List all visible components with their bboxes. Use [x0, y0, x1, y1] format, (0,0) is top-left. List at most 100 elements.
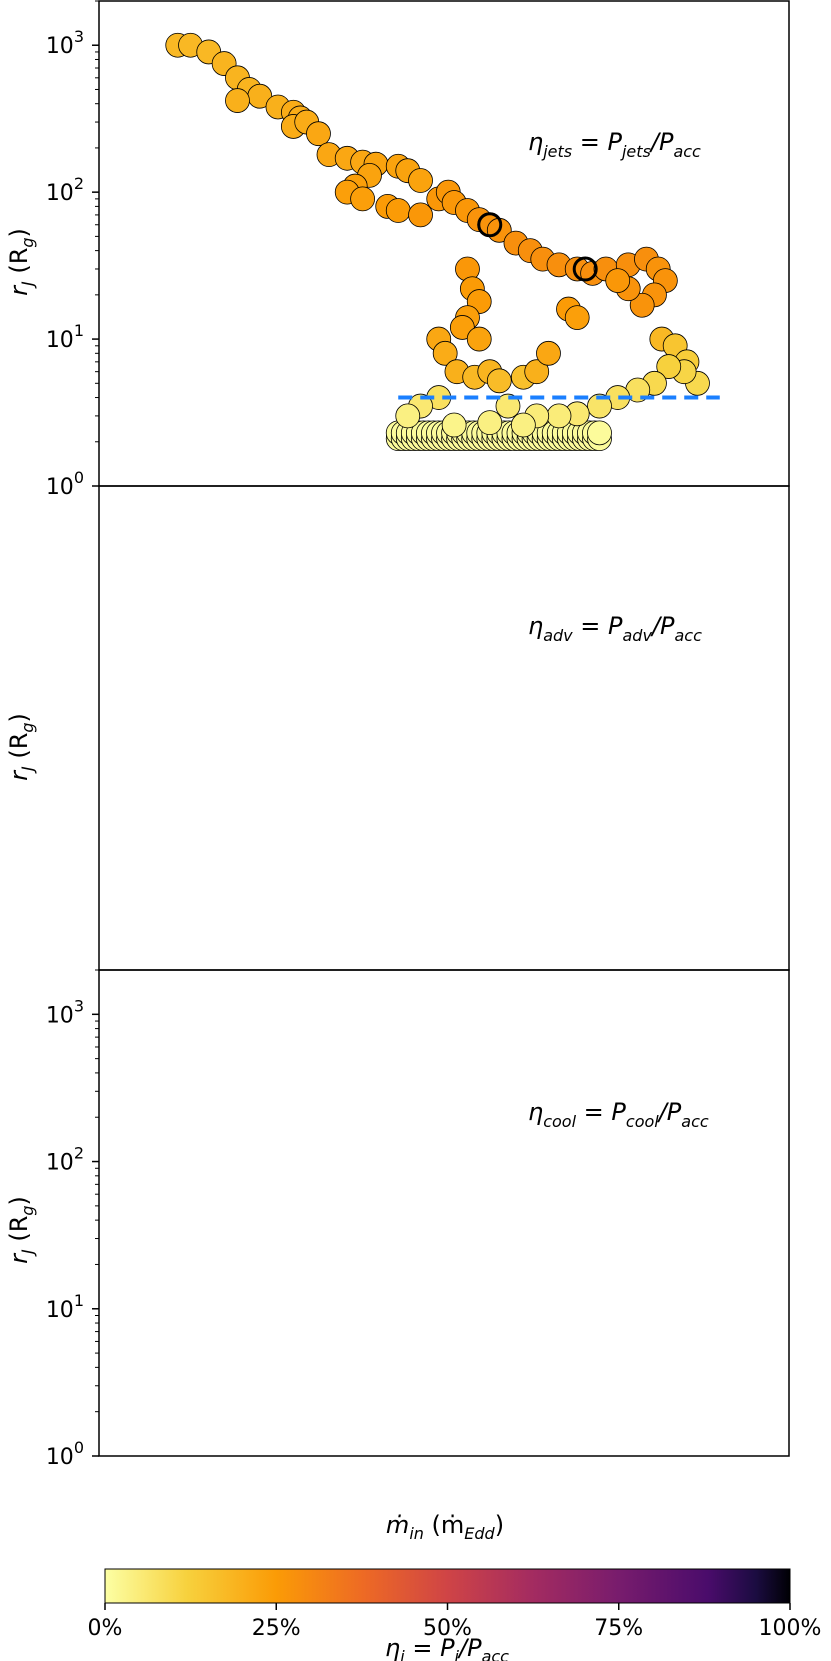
- scatter-point: [653, 1238, 677, 1262]
- scatter-point: [441, 412, 467, 438]
- colorbar-tick-label: 50%: [423, 1616, 472, 1641]
- scatter-point: [350, 186, 376, 212]
- scatter-point: [527, 1400, 551, 1424]
- scatter-point: [411, 1400, 435, 1424]
- scatter-point: [496, 1364, 520, 1388]
- y-axis-label: rJ (Rg): [5, 228, 37, 296]
- scatter-point: [463, 1335, 487, 1359]
- scatter-point: [565, 1227, 589, 1251]
- scatter-point: [406, 1394, 430, 1418]
- scatter-point: [552, 1394, 576, 1418]
- scatter-point: [486, 368, 512, 394]
- scatter-point: [225, 1035, 249, 1059]
- scatter-point: [472, 1394, 496, 1418]
- colorbar-tick-label: 100%: [759, 1616, 822, 1641]
- scatter-point: [225, 88, 250, 113]
- scatter-point: [416, 1394, 440, 1418]
- scatter-point: [606, 1355, 630, 1379]
- scatter-point: [467, 1177, 491, 1201]
- scatter-point: [650, 1297, 674, 1321]
- scatter-point: [518, 1208, 542, 1232]
- scatter-point: [630, 1263, 654, 1287]
- y-tick-label: 100: [46, 1438, 84, 1470]
- scatter-point: [385, 198, 411, 223]
- scatter-point: [477, 1394, 501, 1418]
- scatter-point: [562, 1394, 586, 1418]
- scatter-point: [531, 1217, 555, 1241]
- y-ticks: 100 101 102 103: [46, 969, 99, 1470]
- scatter-point: [685, 1341, 709, 1365]
- scatter-point: [642, 1252, 666, 1276]
- scatter-point: [511, 1335, 535, 1359]
- scatter-point: [427, 1355, 451, 1379]
- scatter-point: [477, 1400, 501, 1424]
- scatter-point: [452, 1394, 476, 1418]
- scatter-point: [466, 326, 492, 352]
- scatter-point: [335, 1150, 359, 1174]
- scatter-point: [248, 1053, 272, 1077]
- scatter-point: [542, 1394, 566, 1418]
- scatter-point: [467, 1400, 491, 1424]
- scatter-point: [421, 1394, 445, 1418]
- scatter-point: [288, 1075, 312, 1099]
- y-tick-label: 100: [46, 468, 84, 500]
- scatter-point: [411, 1394, 435, 1418]
- open-markers: [477, 212, 598, 282]
- scatter-point: [462, 1394, 486, 1418]
- scatter-point: [391, 1394, 415, 1418]
- scatter-point: [517, 1400, 541, 1424]
- scatter-point: [577, 1400, 601, 1424]
- scatter-point: [588, 1364, 612, 1388]
- points-layer: [166, 1002, 710, 1423]
- panel-annotation: ηjets = Pjets/Pacc: [528, 128, 701, 161]
- scatter-point: [507, 1400, 531, 1424]
- scatter-point: [432, 1400, 456, 1424]
- scatter-point: [663, 1304, 687, 1328]
- scatter-point: [396, 1374, 420, 1398]
- scatter-point: [587, 393, 612, 419]
- y-tick-label: 102: [46, 174, 84, 206]
- scatter-point: [401, 1394, 425, 1418]
- highlight-marker: [572, 256, 598, 282]
- points-layer: [165, 32, 710, 452]
- y-axis-label: rJ (Rg): [5, 713, 37, 781]
- scatter-point: [532, 1394, 556, 1418]
- highlight-marker: [479, 1183, 501, 1205]
- scatter-point: [478, 1380, 502, 1404]
- scatter-point: [351, 1119, 375, 1143]
- scatter-point: [409, 1138, 433, 1162]
- scatter-point: [447, 1400, 471, 1424]
- scatter-point: [442, 1383, 466, 1407]
- scatter-point: [386, 1168, 410, 1192]
- scatter-point: [478, 1182, 502, 1206]
- scatter-point: [565, 1372, 589, 1396]
- scatter-point: [467, 1297, 491, 1321]
- scatter-point: [675, 1320, 699, 1344]
- scatter-point: [492, 1400, 516, 1424]
- scatter-point: [477, 410, 503, 436]
- scatter-point: [416, 1400, 440, 1424]
- scatter-point: [525, 1374, 549, 1398]
- scatter-point: [487, 1400, 511, 1424]
- scatter-point: [445, 1329, 469, 1353]
- scatter-point: [634, 1217, 658, 1241]
- scatter-point: [427, 1156, 451, 1180]
- scatter-point: [537, 1394, 561, 1418]
- scatter-point: [522, 1394, 546, 1418]
- scatter-point: [572, 1400, 596, 1424]
- scatter-point: [537, 1400, 561, 1424]
- scatter-point: [565, 1275, 589, 1299]
- scatter-point: [495, 393, 521, 419]
- scatter-point: [406, 1400, 430, 1424]
- scatter-point: [436, 1150, 460, 1174]
- scatter-point: [472, 1400, 496, 1424]
- y-ticks: 100 101 102 103: [46, 0, 99, 500]
- highlight-marker: [477, 212, 503, 238]
- scatter-point: [504, 1201, 528, 1225]
- scatter-point: [452, 1400, 476, 1424]
- scatter-point: [396, 1394, 420, 1418]
- panel-annotation: ηcool = Pcool/Pacc: [528, 1098, 709, 1131]
- colorbar: 0% 25% 50% 75% 100% ηi = Pi/Pacc: [88, 1568, 822, 1661]
- scatter-point: [437, 1394, 461, 1418]
